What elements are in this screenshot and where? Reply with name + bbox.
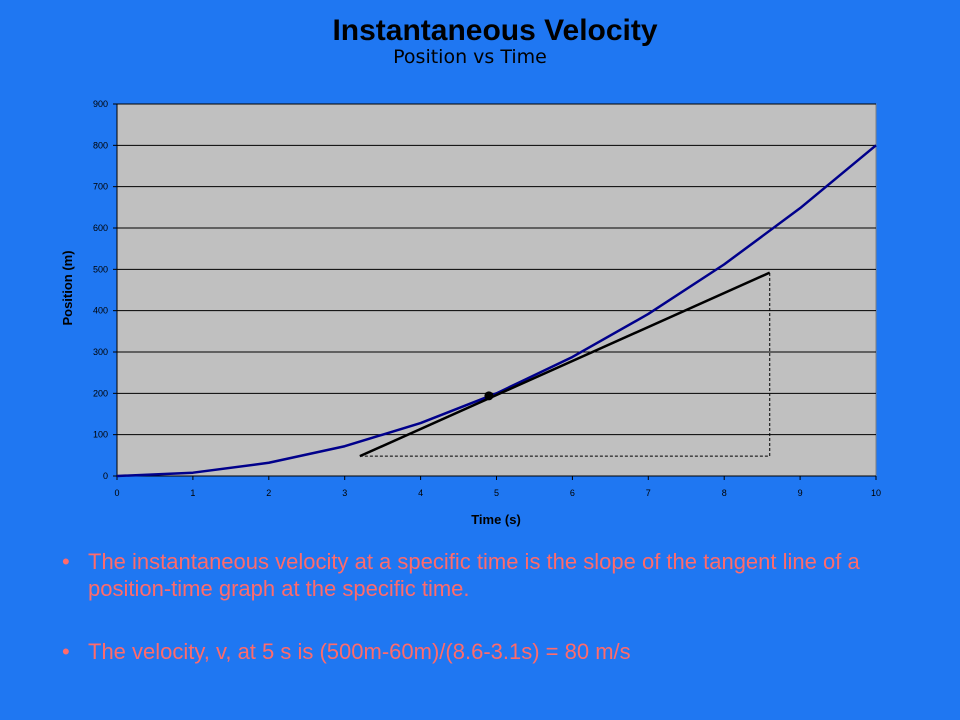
y-tick-label: 200 [93, 388, 108, 398]
slide-title: Instantaneous Velocity [332, 14, 658, 47]
x-tick-label: 7 [646, 488, 651, 498]
y-tick-label: 400 [93, 306, 108, 316]
chart-title: Position vs Time [393, 46, 547, 68]
x-tick-label: 8 [722, 488, 727, 498]
bullet-icon: • [62, 549, 70, 574]
bullet-item: • The velocity, v, at 5 s is (500m-60m)/… [62, 638, 922, 665]
y-tick-label: 800 [93, 140, 108, 150]
x-tick-label: 4 [418, 488, 423, 498]
bullet-item: • The instantaneous velocity at a specif… [62, 548, 922, 602]
bullet-icon: • [62, 639, 70, 664]
y-tick-label: 900 [93, 99, 108, 109]
bullet-list: • The instantaneous velocity at a specif… [62, 548, 922, 665]
slope-triangle [359, 272, 771, 457]
position-time-chart: 0 100 200 300 400 500 600 700 800 900 0 1 2 3 4 5 6 7 8 9 10… [60, 99, 881, 527]
x-tick-label: 9 [798, 488, 803, 498]
bullet-text: The velocity, v, at 5 s is (500m-60m)/(8… [88, 639, 631, 664]
x-axis-label: Time (s) [471, 512, 521, 527]
x-tick-label: 6 [570, 488, 575, 498]
y-tick-label: 500 [93, 264, 108, 274]
y-axis-label: Position (m) [60, 250, 75, 325]
x-tick-label: 2 [266, 488, 271, 498]
x-tick-label: 3 [342, 488, 347, 498]
y-tick-label: 0 [103, 471, 108, 481]
x-tick-label: 0 [114, 488, 119, 498]
plot-area [116, 103, 877, 477]
y-tick-label: 700 [93, 182, 108, 192]
y-tick-label: 600 [93, 223, 108, 233]
x-tick-label: 5 [494, 488, 499, 498]
x-tick-label: 1 [190, 488, 195, 498]
bullet-text: The instantaneous velocity at a specific… [88, 549, 860, 601]
x-tick-label: 10 [871, 488, 881, 498]
tangent-line [359, 271, 771, 458]
y-tick-label: 100 [93, 430, 108, 440]
y-tick-label: 300 [93, 347, 108, 357]
position-curve [116, 144, 877, 478]
tangent-point [484, 391, 494, 401]
